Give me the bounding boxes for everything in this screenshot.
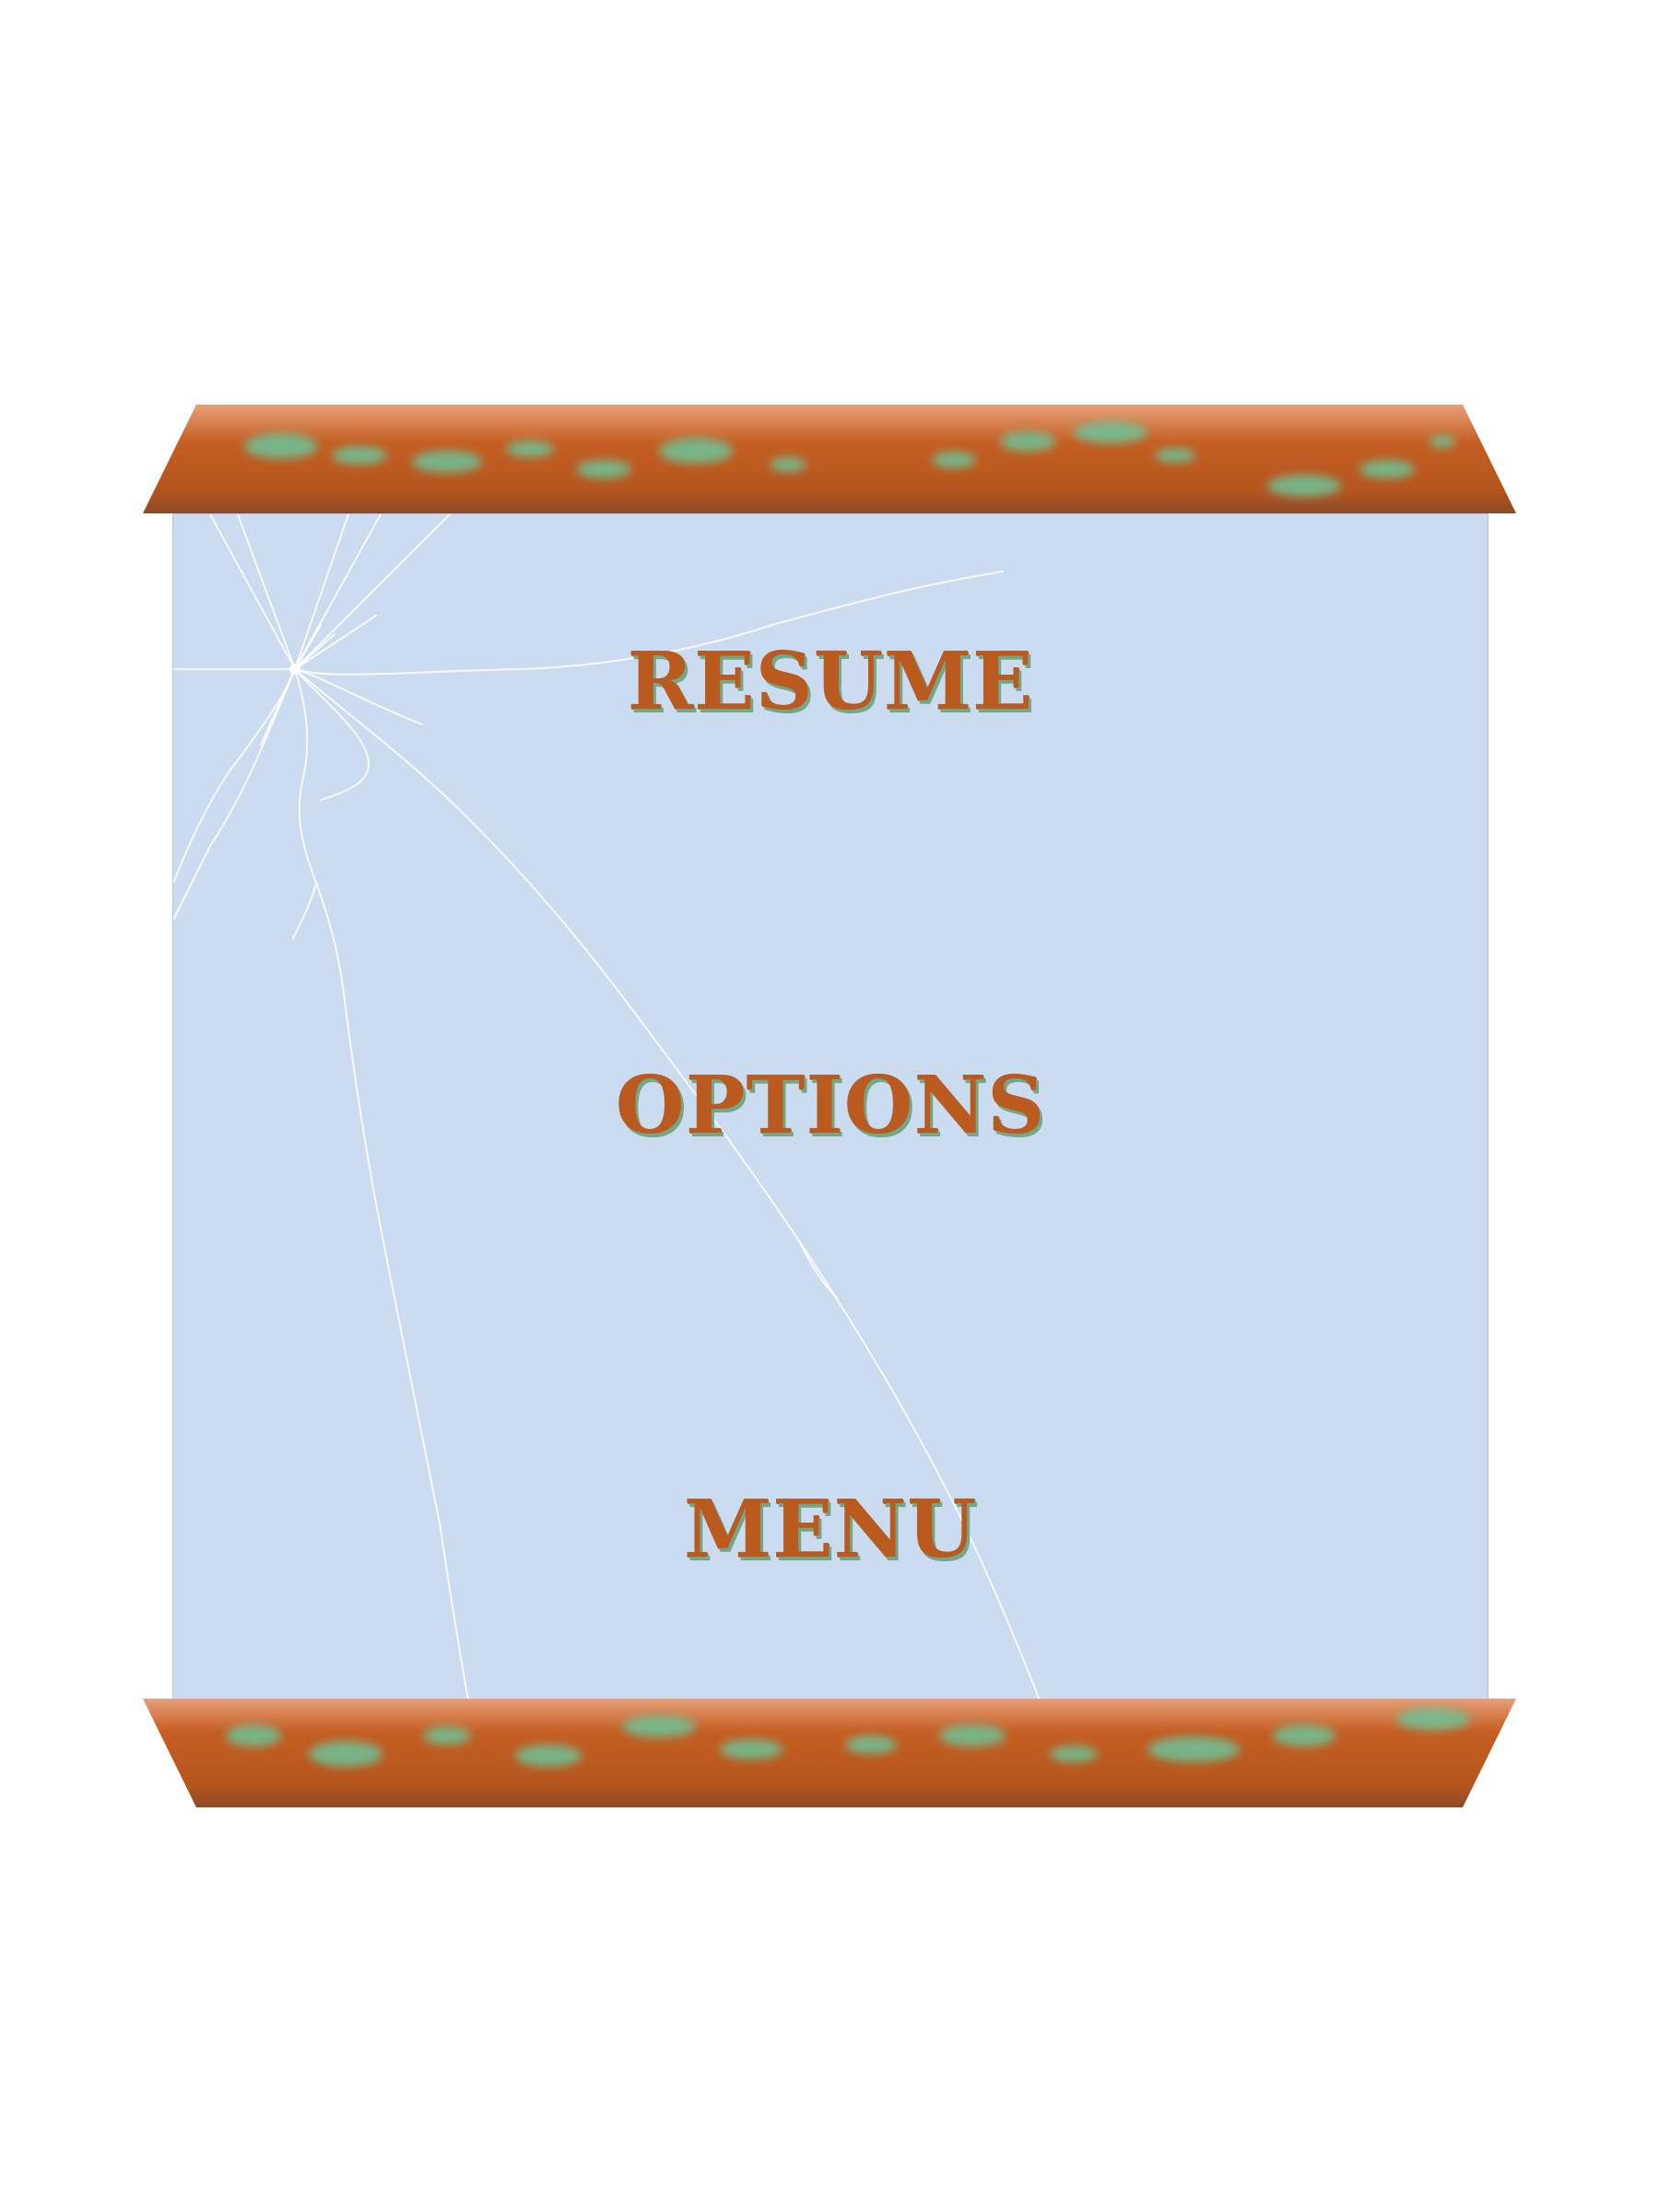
menu-panel xyxy=(172,513,1488,1700)
glass-crack-icon xyxy=(173,514,1041,1699)
options-button[interactable]: OPTIONS xyxy=(615,1059,1046,1152)
top-rust-bar xyxy=(143,405,1516,513)
main-menu-button[interactable]: MENU xyxy=(683,1483,978,1576)
bottom-rust-bar xyxy=(143,1699,1516,1807)
resume-button[interactable]: RESUME xyxy=(627,635,1034,728)
